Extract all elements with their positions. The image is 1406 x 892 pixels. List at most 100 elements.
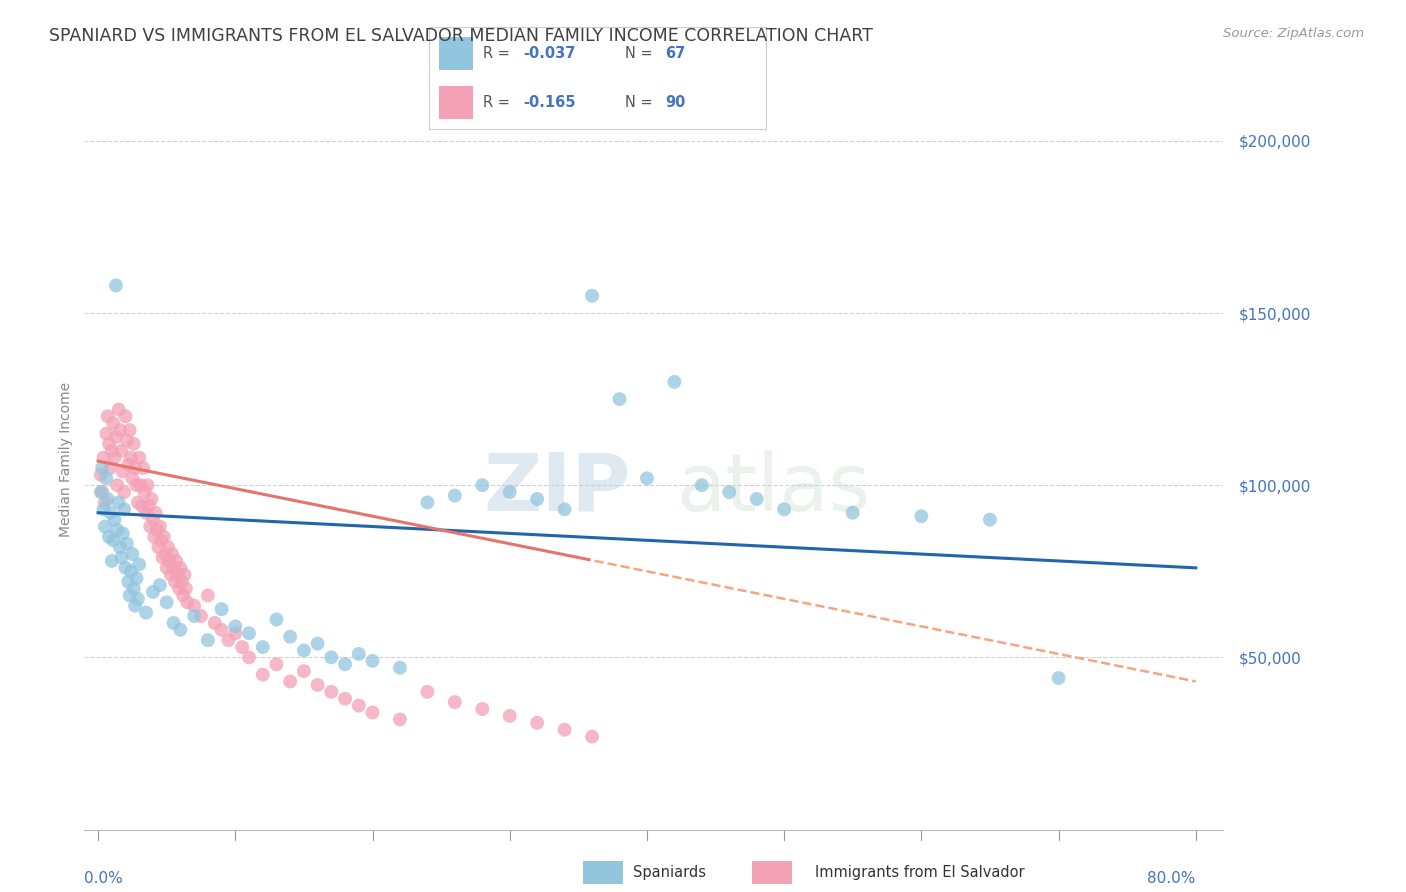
Point	[100, 506, 122, 520]
Point	[105, 523, 128, 537]
Text: 67: 67	[665, 45, 685, 61]
Point	[91, 461, 114, 475]
Point	[108, 540, 131, 554]
Point	[142, 585, 165, 599]
Point	[118, 588, 141, 602]
Point	[292, 664, 315, 678]
Point	[101, 443, 124, 458]
Point	[211, 602, 233, 616]
Point	[581, 289, 603, 303]
Point	[526, 715, 548, 730]
Point	[361, 654, 384, 668]
Point	[307, 678, 329, 692]
Point	[118, 423, 141, 437]
Point	[104, 430, 127, 444]
Point	[211, 623, 233, 637]
Text: N =: N =	[624, 95, 657, 111]
Point	[148, 540, 170, 554]
Point	[361, 706, 384, 720]
Point	[149, 519, 172, 533]
Point	[224, 626, 246, 640]
Point	[101, 533, 124, 548]
Text: atlas: atlas	[676, 450, 870, 528]
Point	[132, 461, 155, 475]
Point	[333, 657, 356, 672]
Point	[114, 561, 136, 575]
Point	[388, 712, 411, 726]
Point	[101, 554, 124, 568]
Point	[443, 695, 465, 709]
Point	[101, 416, 124, 430]
Point	[252, 640, 274, 654]
Point	[278, 674, 301, 689]
Point	[162, 615, 184, 630]
Point	[471, 702, 494, 716]
Point	[197, 588, 219, 602]
Point	[690, 478, 713, 492]
Point	[135, 506, 157, 520]
Point	[333, 691, 356, 706]
Point	[143, 530, 166, 544]
Point	[321, 650, 343, 665]
Point	[238, 650, 260, 665]
Point	[166, 567, 188, 582]
Point	[139, 519, 162, 533]
Point	[167, 582, 190, 596]
Point	[664, 375, 686, 389]
Point	[910, 509, 932, 524]
Point	[117, 574, 139, 589]
Point	[142, 513, 165, 527]
Point	[96, 426, 118, 441]
Point	[162, 561, 184, 575]
Text: Immigrants from El Salvador: Immigrants from El Salvador	[815, 865, 1025, 880]
Point	[94, 495, 117, 509]
Point	[108, 423, 131, 437]
Point	[169, 561, 191, 575]
Point	[103, 513, 125, 527]
Point	[141, 491, 163, 506]
Point	[150, 533, 173, 548]
Point	[90, 485, 112, 500]
Point	[114, 409, 136, 424]
Text: -0.165: -0.165	[523, 95, 576, 111]
Point	[90, 467, 112, 482]
Point	[121, 547, 143, 561]
Text: 90: 90	[665, 95, 685, 111]
Point	[183, 599, 205, 613]
Point	[176, 595, 198, 609]
Point	[499, 485, 522, 500]
Point	[93, 502, 115, 516]
Point	[1047, 671, 1070, 685]
Point	[105, 478, 128, 492]
Point	[499, 709, 522, 723]
Point	[107, 402, 129, 417]
Point	[773, 502, 796, 516]
Point	[155, 547, 177, 561]
Point	[156, 595, 179, 609]
Point	[129, 478, 152, 492]
Y-axis label: Median Family Income: Median Family Income	[59, 382, 73, 537]
Text: -0.037: -0.037	[523, 45, 575, 61]
Point	[266, 657, 288, 672]
Text: R =: R =	[482, 45, 515, 61]
Point	[91, 485, 114, 500]
Point	[110, 550, 132, 565]
Point	[112, 502, 135, 516]
Point	[107, 495, 129, 509]
Point	[121, 471, 143, 485]
Point	[120, 450, 142, 465]
Point	[224, 619, 246, 633]
Point	[174, 582, 197, 596]
Point	[347, 698, 370, 713]
Text: 80.0%: 80.0%	[1147, 871, 1195, 886]
Point	[172, 588, 194, 602]
Point	[292, 643, 315, 657]
Point	[100, 461, 122, 475]
Point	[124, 599, 146, 613]
Point	[103, 450, 125, 465]
Point	[138, 499, 160, 513]
Point	[173, 567, 195, 582]
Point	[170, 574, 193, 589]
Point	[718, 485, 741, 500]
Point	[307, 637, 329, 651]
